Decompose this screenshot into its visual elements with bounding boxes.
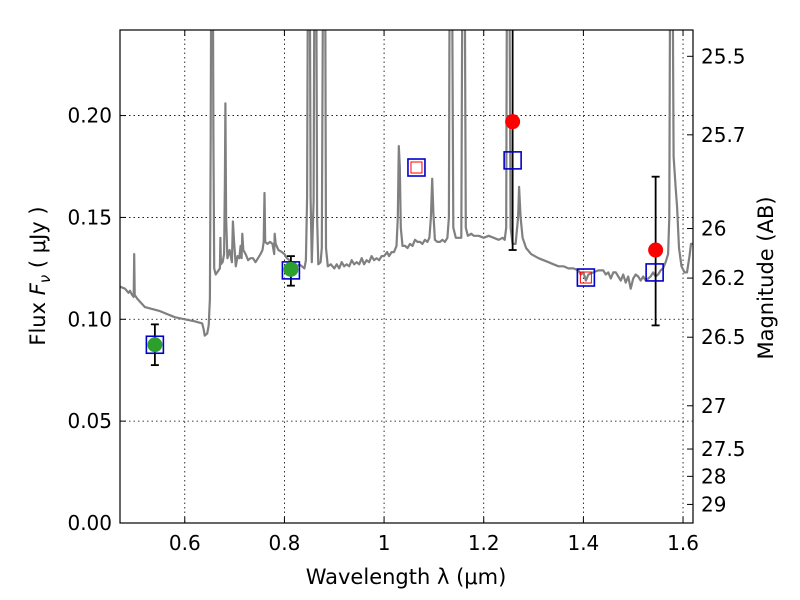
mag-tick-label: 27.5	[701, 437, 746, 461]
axis-ticks: 0.6 0.8 1 1.2 1.4 1.6 0.00 0.05 0.10 0.15 0.20 25.5…	[67, 30, 746, 555]
blue-square-marker	[645, 263, 664, 282]
y-axis-title-f: F	[26, 282, 50, 295]
mag-tick-label: 29	[701, 492, 726, 516]
mag-tick-label: 25.5	[701, 44, 746, 68]
small-red-square-marker	[410, 161, 423, 174]
blue-square-marker	[407, 158, 426, 177]
y-tick-label: 0.20	[67, 104, 112, 128]
blue-square-marker	[145, 335, 165, 355]
mag-tick-label: 26.2	[701, 266, 746, 290]
mag-tick-label: 26	[701, 217, 726, 241]
y-axis-title: Flux Fν ( μJy )	[26, 206, 54, 345]
x-tick-label: 1.2	[468, 531, 500, 555]
y-tick-label: 0.15	[67, 205, 112, 229]
y-tick-label: 0.00	[67, 511, 112, 535]
x-tick-label: 1.4	[567, 531, 599, 555]
y-tick-label: 0.05	[67, 409, 112, 433]
y-axis-title-post: ( μJy )	[26, 206, 50, 274]
mag-tick-label: 27	[701, 394, 726, 418]
plot-data-layer	[120, 30, 693, 367]
right-axis-title: Magnitude (AB)	[754, 196, 778, 359]
plot-frame	[119, 29, 694, 524]
green-data-point	[283, 261, 299, 277]
grid-lines	[120, 30, 693, 523]
y-tick-label: 0.10	[67, 307, 112, 331]
green-data-point	[147, 337, 163, 353]
x-tick-label: 1	[378, 531, 391, 555]
x-tick-label: 0.6	[169, 531, 201, 555]
x-axis-title: Wavelength λ (μm)	[306, 565, 507, 589]
x-tick-label: 0.8	[269, 531, 301, 555]
y-axis-title-pre: Flux	[26, 295, 50, 345]
mag-tick-label: 25.7	[701, 123, 746, 147]
red-data-point	[648, 242, 664, 258]
blue-square-marker	[503, 151, 522, 170]
mag-tick-label: 26.5	[701, 325, 746, 349]
blue-square-marker	[576, 268, 596, 287]
model-spectrum-line	[120, 30, 693, 337]
x-tick-label: 1.6	[667, 531, 699, 555]
red-data-point	[505, 114, 521, 130]
small-red-square-marker	[579, 271, 592, 284]
mag-tick-label: 28	[701, 464, 726, 488]
y-axis-title-nu: ν	[36, 275, 54, 283]
